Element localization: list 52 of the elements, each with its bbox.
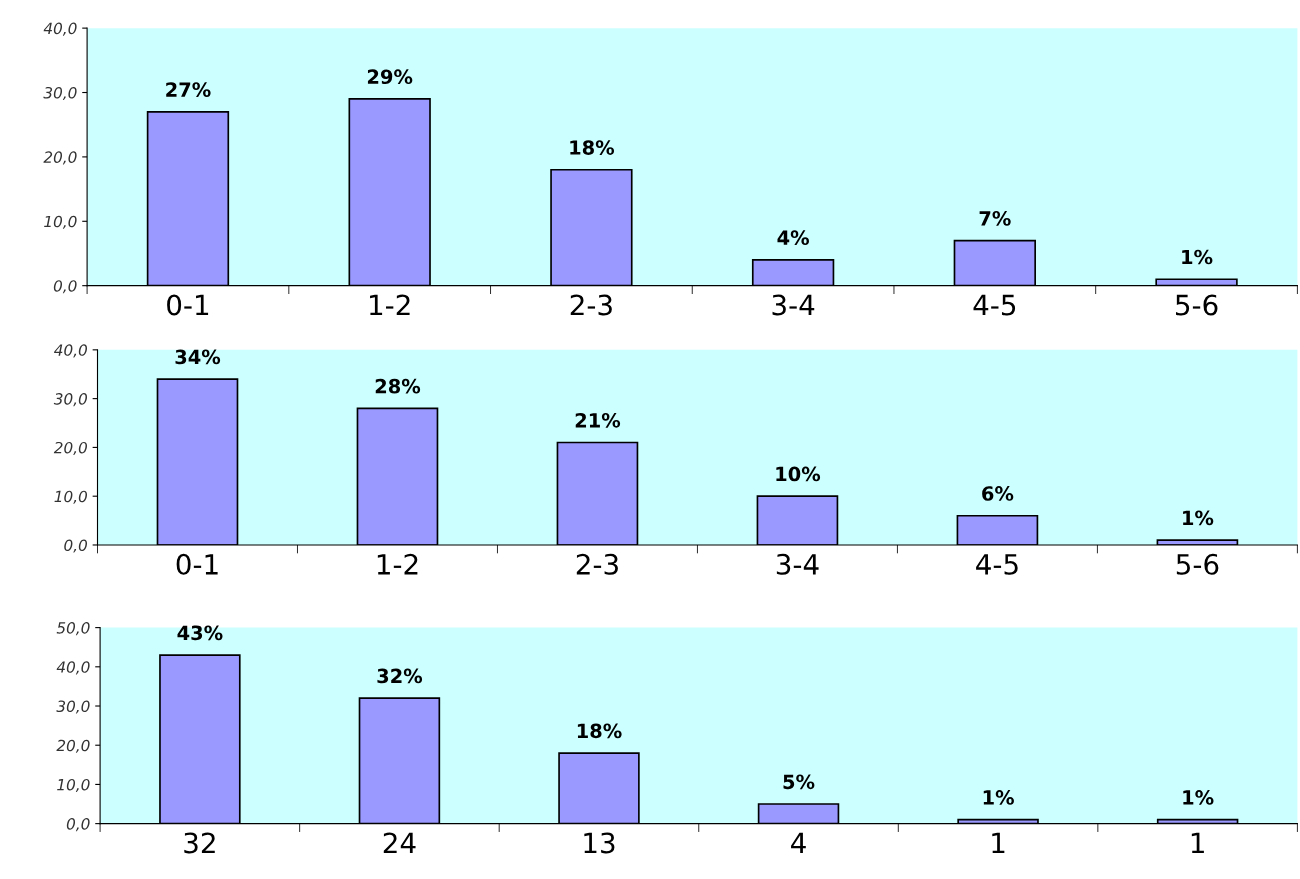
y-tick-label: 0,0 xyxy=(64,539,88,553)
data-label: 18% xyxy=(570,140,615,155)
y-tick-label: 20,0 xyxy=(53,441,88,455)
x-tick-label: 0-1 xyxy=(167,294,209,316)
data-label: 28% xyxy=(375,378,421,394)
data-label: 1% xyxy=(1182,249,1213,265)
y-tick-label: 30,0 xyxy=(56,700,90,714)
data-label: 1% xyxy=(983,790,1014,805)
data-label: 1% xyxy=(1183,510,1214,526)
y-tick-label: 10,0 xyxy=(57,778,90,792)
x-tick-label: 2-3 xyxy=(576,553,618,575)
x-tick-label: 3-4 xyxy=(772,294,815,316)
x-tick-label: 3-4 xyxy=(776,553,819,575)
data-label: 6% xyxy=(982,486,1014,501)
y-tick-label: 40,0 xyxy=(56,661,90,675)
x-tick-label: 1 xyxy=(992,832,1005,854)
x-tick-label: 13 xyxy=(584,832,615,854)
data-label: 21% xyxy=(575,412,621,428)
y-tick-label: 40,0 xyxy=(43,22,77,36)
data-label: 10% xyxy=(776,466,821,482)
data-label: 7% xyxy=(979,211,1011,226)
x-tick-label: 24 xyxy=(383,832,416,854)
y-tick-label: 30,0 xyxy=(43,86,77,101)
y-tick-label: 30,0 xyxy=(53,393,88,407)
x-tick-label: 4-5 xyxy=(976,554,1018,575)
x-tick-label: 5-6 xyxy=(1176,553,1219,575)
data-label: 18% xyxy=(577,723,622,739)
y-tick-label: 10,0 xyxy=(44,215,77,229)
data-label: 34% xyxy=(175,349,221,365)
x-tick-label: 1-2 xyxy=(377,553,418,575)
data-label: 32% xyxy=(377,668,423,684)
x-tick-label: 1 xyxy=(1191,832,1204,854)
x-tick-label: 1-2 xyxy=(370,294,410,316)
y-tick-label: 20,0 xyxy=(56,739,90,753)
y-tick-label: 20,0 xyxy=(43,151,77,165)
y-tick-label: 10,0 xyxy=(54,490,88,504)
y-tick-label: 50,0 xyxy=(56,622,90,636)
data-label: 1% xyxy=(1183,790,1214,805)
data-label: 27% xyxy=(166,82,211,97)
y-tick-label: 0,0 xyxy=(66,818,90,832)
x-tick-label: 32 xyxy=(184,832,215,854)
y-tick-label: 40,0 xyxy=(54,344,88,358)
x-tick-label: 0-1 xyxy=(176,553,218,575)
x-tick-label: 2-3 xyxy=(570,294,612,316)
x-tick-label: 4-5 xyxy=(973,294,1016,316)
y-tick-label: 0,0 xyxy=(53,280,77,294)
x-tick-label: 4 xyxy=(791,832,806,854)
data-label: 29% xyxy=(367,69,413,85)
data-label: 4% xyxy=(777,230,809,246)
data-label: 5% xyxy=(783,774,815,790)
x-tick-label: 5-6 xyxy=(1176,294,1218,316)
data-label: 43% xyxy=(177,625,223,641)
